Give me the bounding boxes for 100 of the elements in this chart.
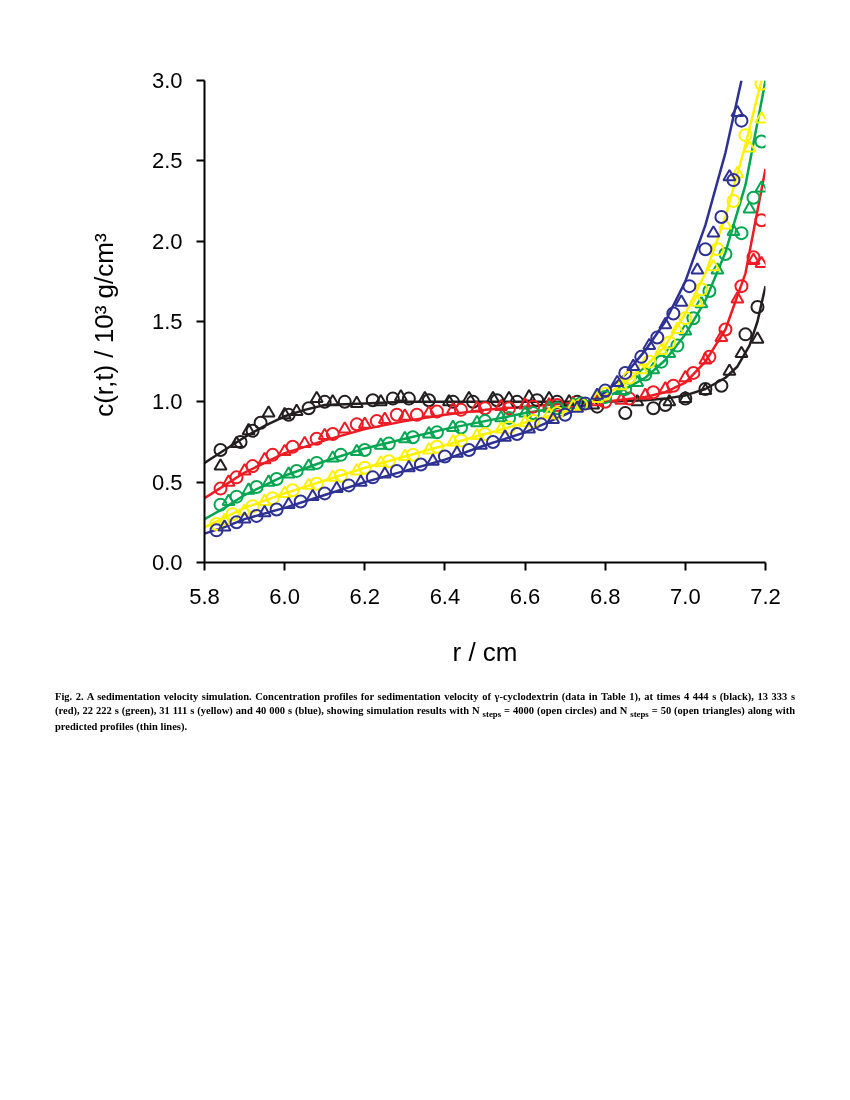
point xyxy=(642,354,657,369)
point xyxy=(638,367,653,382)
point xyxy=(714,210,729,225)
point xyxy=(221,474,236,487)
point xyxy=(441,393,456,407)
point xyxy=(686,311,701,326)
point xyxy=(630,374,645,388)
point xyxy=(221,493,236,506)
point xyxy=(722,168,737,182)
point xyxy=(502,420,517,435)
point xyxy=(377,411,392,424)
point xyxy=(213,443,228,458)
point xyxy=(337,394,352,409)
point xyxy=(413,457,428,472)
point xyxy=(305,488,320,502)
point xyxy=(650,330,665,345)
point xyxy=(750,300,765,315)
point xyxy=(317,427,332,441)
point xyxy=(397,430,412,444)
point xyxy=(734,226,749,241)
point xyxy=(289,403,304,416)
point xyxy=(502,401,517,416)
point xyxy=(365,470,380,485)
point xyxy=(213,458,228,471)
point xyxy=(526,399,541,414)
x-tick-label: 7.2 xyxy=(750,583,781,609)
point xyxy=(530,393,545,408)
point xyxy=(449,445,464,458)
point xyxy=(385,391,400,406)
point xyxy=(349,395,364,408)
point xyxy=(421,393,436,408)
point xyxy=(690,262,705,275)
point xyxy=(654,342,669,355)
point xyxy=(301,458,316,471)
point xyxy=(265,491,280,506)
x-tick-label: 7.0 xyxy=(670,583,701,609)
point xyxy=(654,354,669,369)
point xyxy=(429,439,444,454)
point xyxy=(722,363,737,376)
point xyxy=(325,393,340,407)
point xyxy=(309,390,324,404)
point xyxy=(738,327,753,342)
point xyxy=(726,194,741,208)
point xyxy=(241,422,256,436)
point xyxy=(349,443,364,457)
point xyxy=(229,515,244,530)
point xyxy=(209,516,224,531)
point xyxy=(309,431,324,446)
point xyxy=(429,425,444,440)
point xyxy=(646,385,661,400)
point xyxy=(257,504,272,518)
point xyxy=(626,358,641,371)
point xyxy=(333,447,348,462)
point xyxy=(233,435,248,449)
point xyxy=(357,460,372,475)
point xyxy=(465,394,480,409)
x-axis-title: r / cm xyxy=(452,636,518,667)
point xyxy=(429,404,444,419)
point xyxy=(674,294,689,307)
point xyxy=(710,262,725,275)
x-tick-label: 6.6 xyxy=(509,583,541,609)
point xyxy=(229,489,244,504)
point xyxy=(558,407,573,422)
point xyxy=(241,482,256,495)
point xyxy=(542,406,557,420)
point xyxy=(209,523,224,538)
point xyxy=(702,283,717,298)
point xyxy=(494,421,509,434)
x-tick-label: 6.8 xyxy=(589,583,621,609)
point xyxy=(301,477,316,490)
point xyxy=(510,394,525,409)
point xyxy=(357,416,372,429)
point xyxy=(522,389,537,402)
point xyxy=(445,394,460,409)
point xyxy=(706,258,721,272)
point xyxy=(325,450,340,463)
point xyxy=(353,474,368,487)
point xyxy=(325,469,340,482)
point xyxy=(622,391,637,406)
point xyxy=(425,453,440,466)
text: Fig. 2. A sedimentation velocity simulation. Concentration profiles for sedimentation velocity of γ-cyclodextrin (data in Table 1), at times 4 444 s (black), 13 333 s (red), 22 222 s (green), 31 111 s (yellow) and 40 000 s (blue), showing simulation results with N $_{steps}$ = 4000 (open circles) and N $_{steps}$ = 50 (open triangles) along with predicted profiles (thin lines). xyxy=(55,691,795,733)
point xyxy=(325,426,340,441)
point xyxy=(277,406,292,420)
point xyxy=(610,374,625,388)
y-tick-label: 3.0 xyxy=(151,68,183,93)
point xyxy=(670,338,685,353)
point xyxy=(285,439,300,454)
point xyxy=(249,480,264,494)
point xyxy=(662,393,677,407)
y-axis-title: c(r,t) / 10³ g/cm³ xyxy=(88,233,119,417)
point xyxy=(229,435,244,449)
point xyxy=(277,443,292,457)
point xyxy=(678,369,693,383)
point xyxy=(421,426,436,439)
point xyxy=(229,470,244,485)
point xyxy=(718,217,733,230)
point xyxy=(373,393,388,407)
point xyxy=(437,449,452,464)
point xyxy=(269,471,284,486)
point xyxy=(662,345,677,359)
